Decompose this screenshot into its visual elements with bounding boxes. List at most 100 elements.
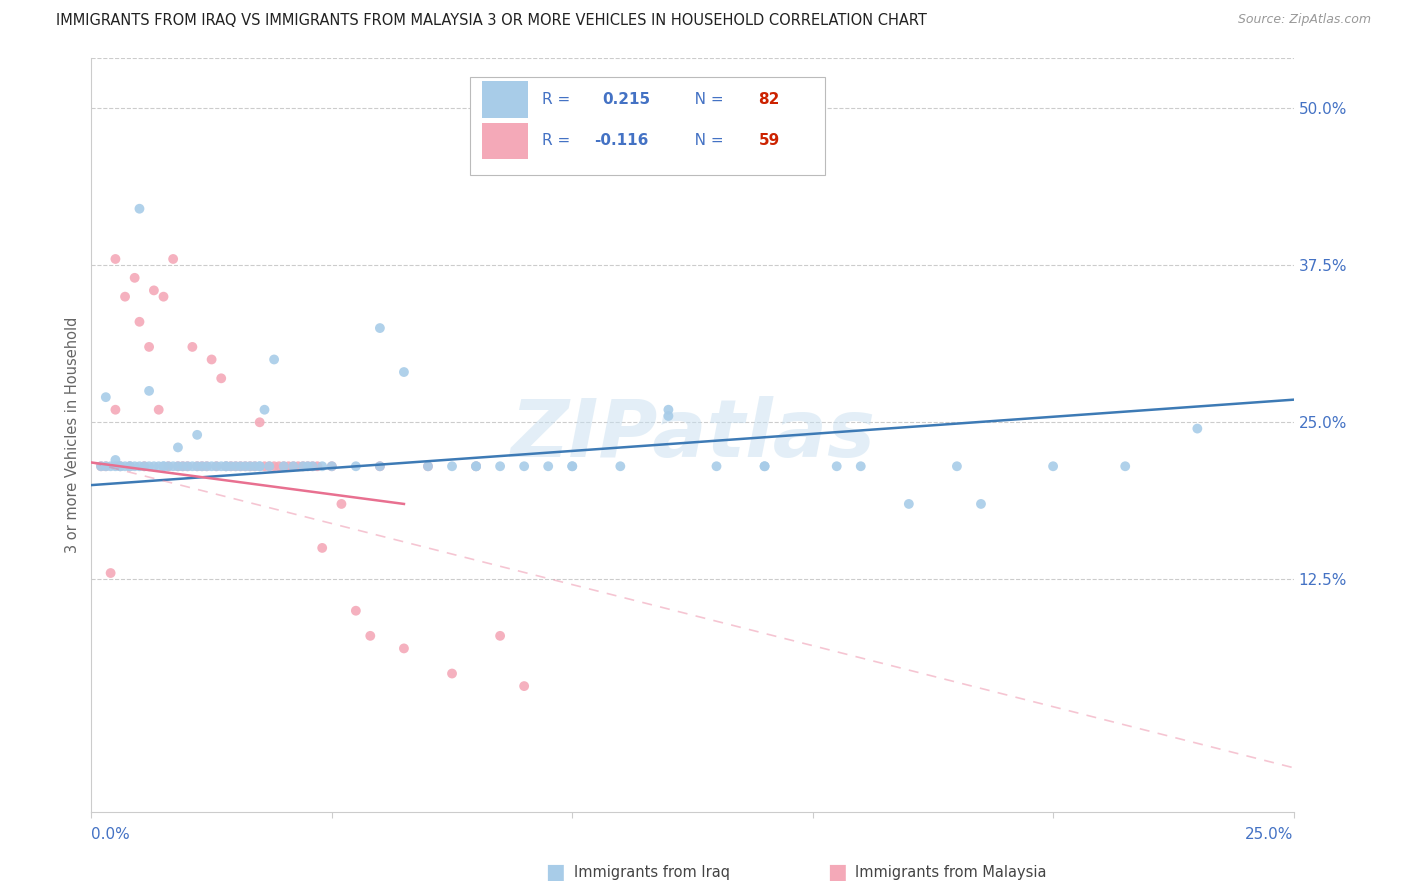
Point <box>297 459 319 474</box>
Point <box>609 459 631 474</box>
Point <box>110 459 132 474</box>
Point <box>118 459 141 474</box>
Point <box>90 459 112 474</box>
Point <box>104 252 127 266</box>
Point <box>172 459 194 474</box>
Point <box>94 459 117 474</box>
Bar <box>482 123 527 159</box>
Point <box>148 402 170 417</box>
Point <box>249 459 271 474</box>
Point <box>128 315 150 329</box>
Point <box>273 459 295 474</box>
Point <box>215 459 238 474</box>
Point <box>368 459 391 474</box>
Text: 0.0%: 0.0% <box>91 827 131 842</box>
Point <box>229 459 252 474</box>
Point <box>301 459 323 474</box>
Point <box>706 459 728 474</box>
Point <box>489 459 512 474</box>
Point <box>118 459 141 474</box>
Point <box>134 459 156 474</box>
Point <box>311 541 333 555</box>
Point <box>946 459 969 474</box>
Y-axis label: 3 or more Vehicles in Household: 3 or more Vehicles in Household <box>65 317 80 553</box>
Point <box>970 497 993 511</box>
Text: Source: ZipAtlas.com: Source: ZipAtlas.com <box>1237 13 1371 27</box>
Point <box>263 352 285 367</box>
Point <box>205 459 228 474</box>
Bar <box>482 81 527 118</box>
Point <box>94 459 117 474</box>
Point <box>259 459 281 474</box>
FancyBboxPatch shape <box>470 77 825 175</box>
Point <box>307 459 329 474</box>
Point <box>94 390 117 404</box>
Point <box>138 459 160 474</box>
Point <box>259 459 281 474</box>
Point <box>215 459 238 474</box>
Point <box>209 459 232 474</box>
Point <box>138 340 160 354</box>
Point <box>249 415 271 429</box>
Point <box>249 459 271 474</box>
Point <box>239 459 262 474</box>
Point <box>253 402 276 417</box>
Point <box>152 459 174 474</box>
Text: 25.0%: 25.0% <box>1246 827 1294 842</box>
Text: 0.215: 0.215 <box>602 92 651 107</box>
Point <box>263 459 285 474</box>
Point <box>148 459 170 474</box>
Point <box>283 459 305 474</box>
Point <box>110 459 132 474</box>
Point <box>100 459 122 474</box>
Point <box>754 459 776 474</box>
Point <box>321 459 343 474</box>
Point <box>225 459 247 474</box>
Point <box>513 679 536 693</box>
Point <box>465 459 488 474</box>
Text: 59: 59 <box>759 134 780 148</box>
Point <box>561 459 583 474</box>
Point <box>114 290 136 304</box>
Point <box>176 459 198 474</box>
Point <box>176 459 198 474</box>
Point <box>128 459 150 474</box>
Point <box>1187 421 1209 435</box>
Point <box>167 459 190 474</box>
Point <box>219 459 242 474</box>
Point <box>191 459 214 474</box>
Point <box>440 666 463 681</box>
Point <box>233 459 256 474</box>
Point <box>392 641 415 656</box>
Point <box>392 365 415 379</box>
Point <box>440 459 463 474</box>
Point <box>195 459 218 474</box>
Point <box>186 459 208 474</box>
Text: IMMIGRANTS FROM IRAQ VS IMMIGRANTS FROM MALAYSIA 3 OR MORE VEHICLES IN HOUSEHOLD: IMMIGRANTS FROM IRAQ VS IMMIGRANTS FROM … <box>56 13 927 29</box>
Point <box>267 459 290 474</box>
Point <box>124 270 146 285</box>
Point <box>142 284 165 298</box>
Point <box>291 459 314 474</box>
Point <box>104 402 127 417</box>
Point <box>849 459 872 474</box>
Point <box>277 459 299 474</box>
Point <box>167 441 190 455</box>
Text: Immigrants from Iraq: Immigrants from Iraq <box>574 865 730 880</box>
Point <box>657 409 679 423</box>
Point <box>90 459 112 474</box>
Point <box>754 459 776 474</box>
Point <box>201 459 224 474</box>
Point <box>157 459 180 474</box>
Point <box>243 459 266 474</box>
Point <box>118 459 141 474</box>
Point <box>561 459 583 474</box>
Point <box>162 459 184 474</box>
Point <box>215 459 238 474</box>
Point <box>172 459 194 474</box>
Point <box>186 428 208 442</box>
Text: -0.116: -0.116 <box>593 134 648 148</box>
Point <box>359 629 381 643</box>
Point <box>157 459 180 474</box>
Point <box>287 459 309 474</box>
